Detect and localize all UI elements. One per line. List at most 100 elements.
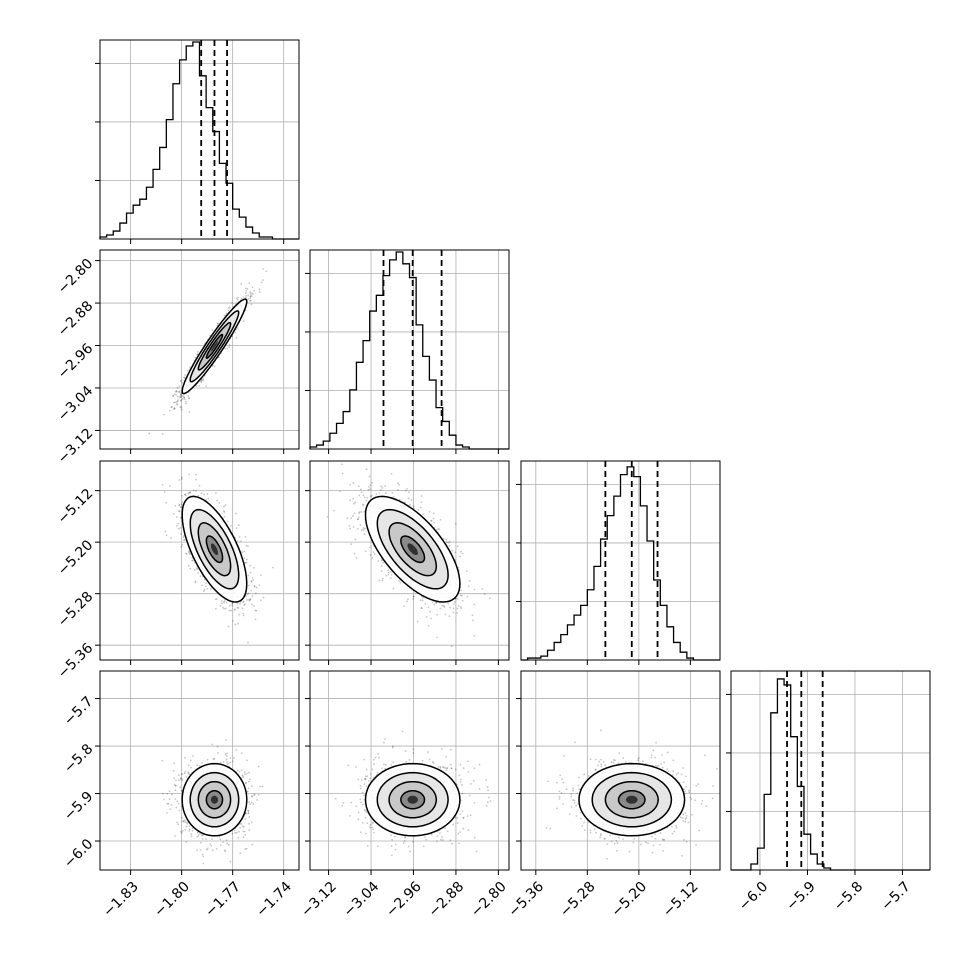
histogram-steps (99, 41, 299, 240)
sample-point (179, 527, 182, 529)
sample-point (204, 585, 207, 588)
sample-point (430, 617, 433, 620)
sample-point (218, 502, 221, 504)
sample-point (453, 603, 455, 606)
sample-point (244, 833, 247, 836)
sample-point (390, 577, 392, 579)
sample-point (251, 603, 253, 606)
contour-line (189, 508, 240, 590)
sample-point (252, 579, 255, 581)
sample-point (357, 516, 360, 519)
sample-point (258, 291, 261, 293)
sample-point (249, 598, 252, 601)
sample-point (352, 502, 355, 505)
sample-point (332, 509, 335, 512)
sample-point (171, 405, 173, 408)
sample-point (260, 599, 262, 602)
sample-point (392, 587, 395, 590)
sample-point (253, 585, 256, 588)
sample-point (215, 847, 218, 850)
sample-point (189, 491, 191, 494)
sample-point (352, 497, 355, 500)
sample-point (359, 488, 362, 491)
sample-point (412, 595, 415, 598)
x-tick-label: −6.0 (736, 879, 771, 914)
sample-point (439, 518, 442, 521)
sample-point (375, 493, 378, 496)
sample-point (180, 408, 183, 411)
sample-point (196, 353, 199, 356)
sample-point (459, 555, 461, 558)
histogram-steps (521, 466, 720, 661)
sample-point (240, 297, 243, 300)
sample-point (180, 506, 182, 508)
sample-point (430, 519, 432, 522)
sample-point (177, 823, 180, 826)
sample-point (175, 806, 178, 809)
sample-point (354, 538, 357, 541)
sample-point (183, 820, 186, 823)
sample-point (161, 433, 164, 435)
sample-point (448, 544, 451, 547)
sample-point (262, 596, 265, 599)
sample-point (164, 530, 167, 533)
sample-point (180, 773, 183, 776)
sample-point (225, 601, 228, 604)
sample-point (260, 281, 263, 284)
sample-point (202, 590, 205, 592)
sample-point (201, 379, 204, 382)
sample-point (203, 493, 206, 496)
scatter-panel-0-2: −5.36−5.28−5.20−5.12 (55, 460, 300, 682)
sample-point (243, 557, 246, 560)
sample-point (185, 552, 188, 555)
sample-point (188, 773, 191, 776)
sample-point (200, 841, 202, 844)
sample-point (168, 409, 171, 412)
sample-point (432, 517, 435, 520)
sample-point (176, 821, 178, 824)
sample-point (192, 559, 195, 562)
sample-point (251, 286, 254, 289)
sample-point (194, 581, 197, 584)
sample-point (349, 527, 352, 530)
sample-point (187, 395, 190, 397)
sample-point (248, 599, 251, 602)
sample-point (247, 812, 250, 815)
sample-point (363, 533, 366, 536)
sample-point (251, 595, 254, 598)
sample-point (356, 518, 359, 521)
sample-point (217, 752, 219, 754)
sample-point (247, 294, 250, 297)
sample-point (428, 511, 431, 513)
sample-point (223, 607, 225, 610)
sample-point (381, 487, 384, 489)
sample-point (231, 760, 234, 763)
sample-point (231, 602, 234, 605)
sample-point (461, 552, 464, 555)
sample-point (188, 830, 191, 832)
sample-point (182, 395, 184, 398)
histogram-panel-1 (305, 249, 510, 454)
sample-point (234, 608, 236, 611)
sample-point (349, 499, 351, 502)
sample-point (247, 787, 250, 790)
sample-point (249, 778, 251, 781)
sample-point (249, 299, 252, 302)
sample-point (223, 516, 226, 518)
sample-point (179, 395, 182, 398)
sample-point (171, 394, 174, 397)
sample-point (259, 574, 262, 577)
sample-point (249, 297, 252, 300)
sample-point (360, 491, 363, 494)
sample-point (176, 400, 179, 403)
sample-point (436, 613, 439, 616)
sample-point (179, 406, 182, 408)
sample-point (250, 589, 253, 592)
sample-point (339, 490, 341, 493)
sample-point (465, 570, 468, 573)
sample-point (483, 593, 486, 596)
sample-point (224, 607, 227, 610)
sample-point (175, 390, 178, 393)
sample-point (228, 306, 231, 309)
sample-point (352, 482, 355, 485)
